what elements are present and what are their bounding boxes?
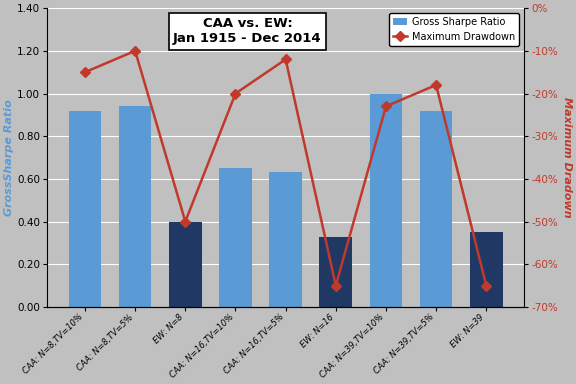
Bar (420, 111, 452, 307)
Legend: Gross Sharpe Ratio, Maximum Drawdown: Gross Sharpe Ratio, Maximum Drawdown (389, 13, 520, 46)
Bar (370, 94, 402, 307)
Bar (219, 168, 252, 307)
Y-axis label: Maximum Dradown: Maximum Dradown (562, 97, 572, 218)
Y-axis label: GrossSharpe Ratio: GrossSharpe Ratio (4, 99, 14, 216)
Bar (470, 232, 502, 307)
Bar (69, 111, 101, 307)
Bar (119, 106, 151, 307)
Bar (270, 172, 302, 307)
Text: CAA vs. EW:
Jan 1915 - Dec 2014: CAA vs. EW: Jan 1915 - Dec 2014 (173, 17, 322, 45)
Bar (320, 237, 352, 307)
Bar (169, 222, 202, 307)
